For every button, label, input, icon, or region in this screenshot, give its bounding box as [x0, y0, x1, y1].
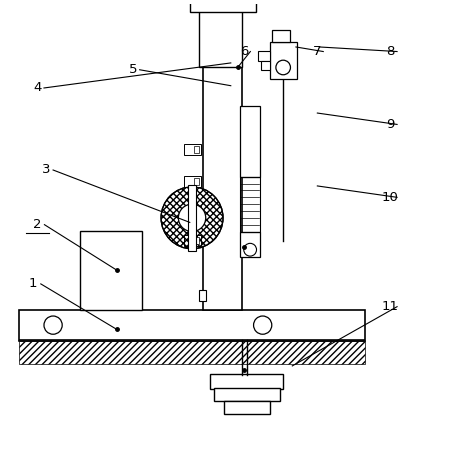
Circle shape — [244, 244, 256, 256]
Circle shape — [178, 204, 206, 232]
Text: 9: 9 — [386, 118, 394, 131]
Bar — [184, 144, 201, 155]
Text: 11: 11 — [382, 300, 399, 313]
Bar — [194, 178, 199, 185]
Bar — [240, 232, 260, 257]
Text: 2: 2 — [33, 218, 42, 231]
Bar — [270, 43, 297, 79]
Bar — [190, 0, 256, 12]
Text: 8: 8 — [386, 45, 394, 58]
Text: 3: 3 — [42, 163, 51, 176]
Bar — [19, 310, 365, 340]
Circle shape — [254, 316, 272, 334]
Bar — [199, 290, 206, 301]
Bar — [80, 231, 142, 310]
Text: 1: 1 — [28, 277, 37, 290]
Bar — [258, 50, 271, 61]
Bar — [240, 177, 260, 232]
Bar — [203, 57, 242, 310]
Circle shape — [161, 187, 223, 249]
Circle shape — [276, 60, 291, 75]
Bar — [214, 388, 280, 401]
Text: 6: 6 — [240, 45, 249, 58]
Text: 5: 5 — [128, 63, 137, 76]
Bar — [199, 3, 242, 67]
Bar — [194, 208, 199, 214]
Text: 4: 4 — [33, 81, 41, 94]
Bar — [184, 176, 201, 187]
Text: 7: 7 — [313, 45, 322, 58]
Bar — [194, 146, 199, 153]
Bar — [194, 238, 199, 244]
Bar — [240, 106, 260, 177]
Bar — [210, 374, 283, 388]
Text: 10: 10 — [382, 191, 399, 204]
Bar — [184, 206, 201, 217]
Bar — [261, 61, 271, 70]
Bar — [184, 235, 201, 246]
Bar — [19, 341, 365, 363]
Bar — [224, 401, 270, 414]
Bar — [188, 185, 196, 251]
Circle shape — [44, 316, 62, 334]
Bar — [272, 30, 290, 43]
